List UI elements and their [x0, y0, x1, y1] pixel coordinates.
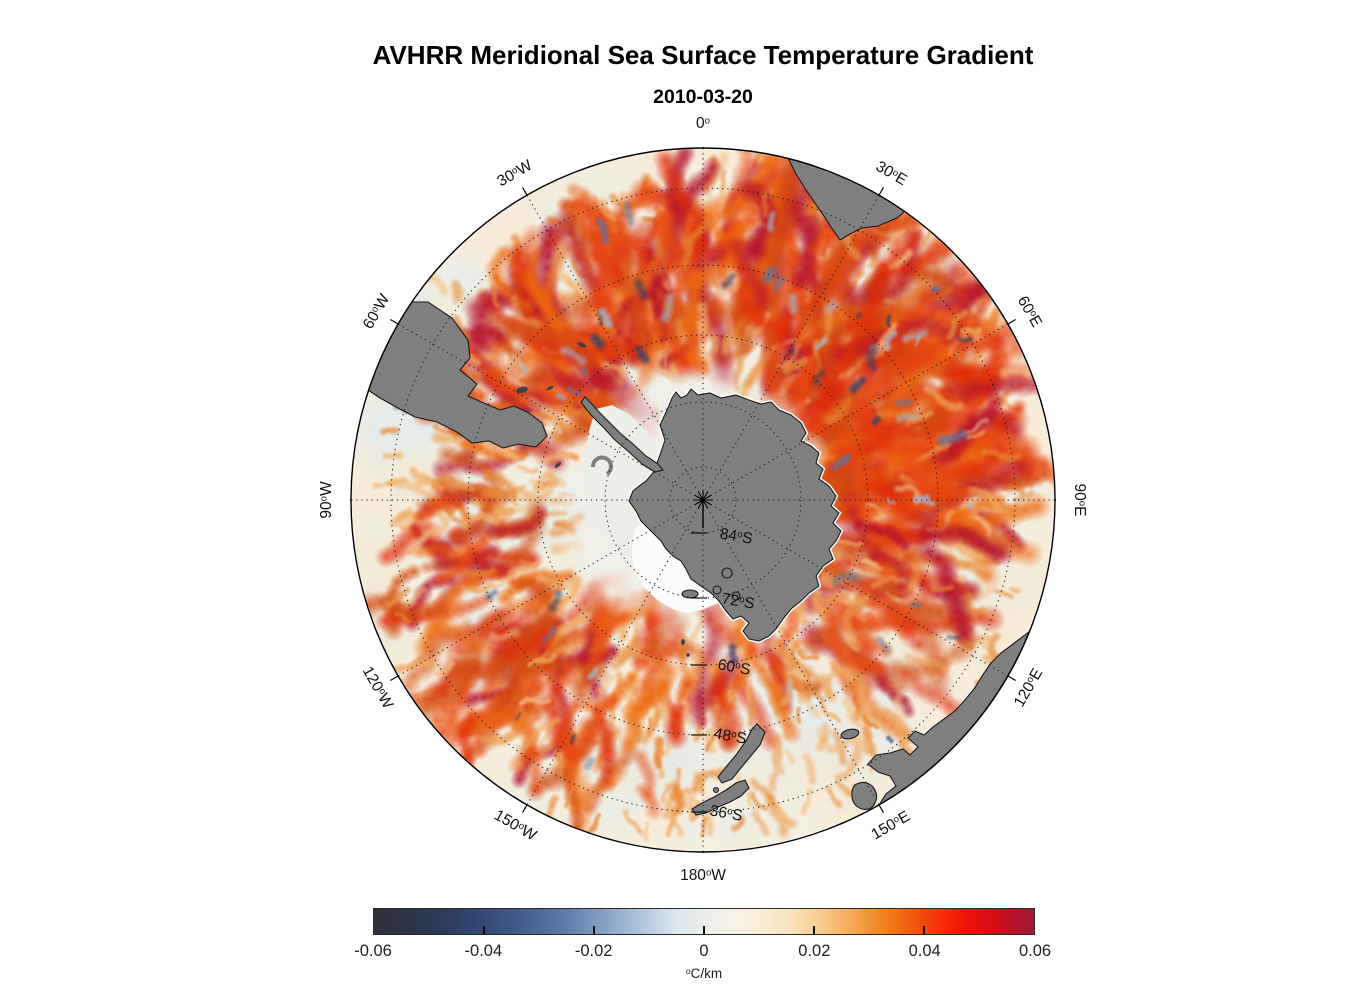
- colorbar-gradient: [373, 908, 1035, 935]
- figure-date-subtitle: 2010-03-20: [653, 86, 753, 108]
- tasmania-landmass: [851, 781, 878, 810]
- colorbar-unit-label: oC/km: [685, 966, 723, 981]
- longitude-rim-ticks: [350, 147, 1056, 853]
- antarctica-landmass: [628, 388, 842, 642]
- figure-title: AVHRR Meridional Sea Surface Temperature…: [372, 40, 1034, 70]
- south-pole-marker: [693, 490, 713, 528]
- colorbar-tick-label-0.06: 0.06: [1018, 942, 1052, 960]
- colorbar-tick: [483, 926, 485, 934]
- longitude-label-180W: 180oW: [680, 867, 726, 884]
- colorbar-tick: [593, 926, 595, 934]
- new-zealand-south-island: [717, 723, 766, 784]
- colorbar-tick: [703, 926, 705, 934]
- colorbar-tick-label--0.04: -0.04: [464, 942, 503, 960]
- colorbar-tick-label-0.02: 0.02: [798, 942, 831, 960]
- antarctic-peninsula: [580, 396, 664, 473]
- small-dark-islets: [516, 342, 690, 657]
- map-overlay: [350, 147, 1056, 853]
- colorbar-tick-label-0: 0: [699, 942, 709, 960]
- colorbar-block: -0.06 -0.04 -0.02 0 0.02 0.04 0.06 oC/km: [354, 908, 1051, 998]
- small-island: [681, 589, 699, 599]
- small-island: [731, 591, 741, 601]
- colorbar-tick-label--0.06: -0.06: [354, 942, 392, 960]
- colorbar-tick: [813, 926, 815, 934]
- small-island: [712, 585, 722, 595]
- polar-map: 0o 30oE 60oE 90oE 120oE 150oE 180oW 150oW 120oW 9…: [318, 115, 1088, 884]
- longitude-label-90W: 90oW: [318, 481, 335, 519]
- kangaroo-island: [840, 728, 860, 740]
- colorbar-tick-label-0.04: 0.04: [908, 942, 941, 960]
- colorbar-tick-label--0.02: -0.02: [574, 942, 613, 960]
- berkner-island: [721, 567, 733, 579]
- longitude-label-90E: 90oE: [1071, 483, 1088, 517]
- stewart-island: [712, 786, 720, 794]
- longitude-label-0: 0o: [696, 115, 710, 132]
- latitude-axis-ticks: [691, 532, 707, 813]
- colorbar-tick: [923, 926, 925, 934]
- new-zealand-north-island: [691, 779, 750, 816]
